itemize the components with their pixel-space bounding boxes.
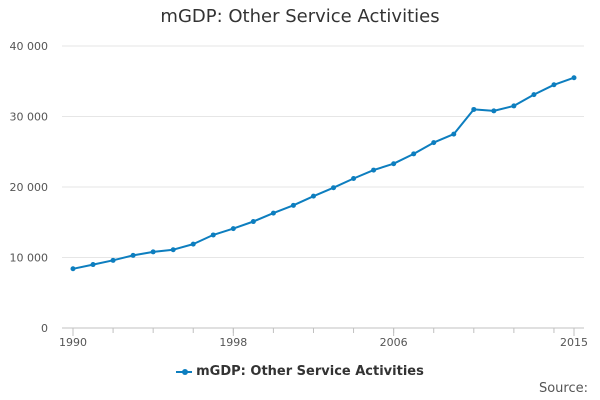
data-point [451, 131, 457, 137]
data-point [290, 202, 296, 208]
series-line [72, 76, 575, 270]
data-point [130, 252, 136, 258]
label-layer: 0 10 000 20 000 30 000 40 000 1990 1998 2006 201… [10, 40, 589, 349]
data-point [511, 103, 517, 109]
data-point [411, 151, 417, 157]
series-layer [70, 75, 577, 272]
data-point [551, 82, 557, 88]
chart-title: mGDP: Other Service Activities [160, 6, 440, 27]
data-point [210, 232, 216, 238]
data-point [90, 262, 96, 268]
y-tick-label: 0 [41, 322, 48, 335]
data-point [571, 75, 577, 81]
y-tick-label: 30 000 [10, 111, 49, 124]
data-point [531, 92, 537, 98]
data-point [110, 257, 116, 263]
data-point [270, 210, 276, 216]
legend[interactable]: mGDP: Other Service Activities [0, 364, 600, 379]
data-point [190, 241, 196, 247]
axis-layer [62, 327, 584, 336]
data-point [170, 247, 176, 253]
data-point [310, 193, 316, 199]
data-point [230, 226, 236, 232]
data-point [491, 108, 497, 114]
grid-layer [62, 45, 584, 258]
x-tick-label: 1990 [59, 336, 87, 349]
data-point [70, 266, 76, 272]
data-point [391, 161, 397, 167]
x-tick-label: 1998 [219, 336, 247, 349]
data-point [250, 219, 256, 225]
data-point [150, 249, 156, 255]
y-tick-label: 20 000 [10, 181, 49, 194]
data-point [331, 185, 337, 191]
x-tick-label: 2015 [560, 336, 588, 349]
legend-label[interactable]: mGDP: Other Service Activities [196, 364, 424, 379]
x-tick-label: 2006 [380, 336, 408, 349]
legend-line-icon [176, 367, 193, 377]
data-point [351, 176, 357, 182]
y-tick-label: 40 000 [10, 40, 49, 53]
data-point [471, 106, 477, 112]
data-point [371, 167, 377, 173]
source-label: Source: [538, 381, 588, 396]
data-point [431, 140, 437, 146]
y-tick-label: 10 000 [10, 252, 49, 265]
